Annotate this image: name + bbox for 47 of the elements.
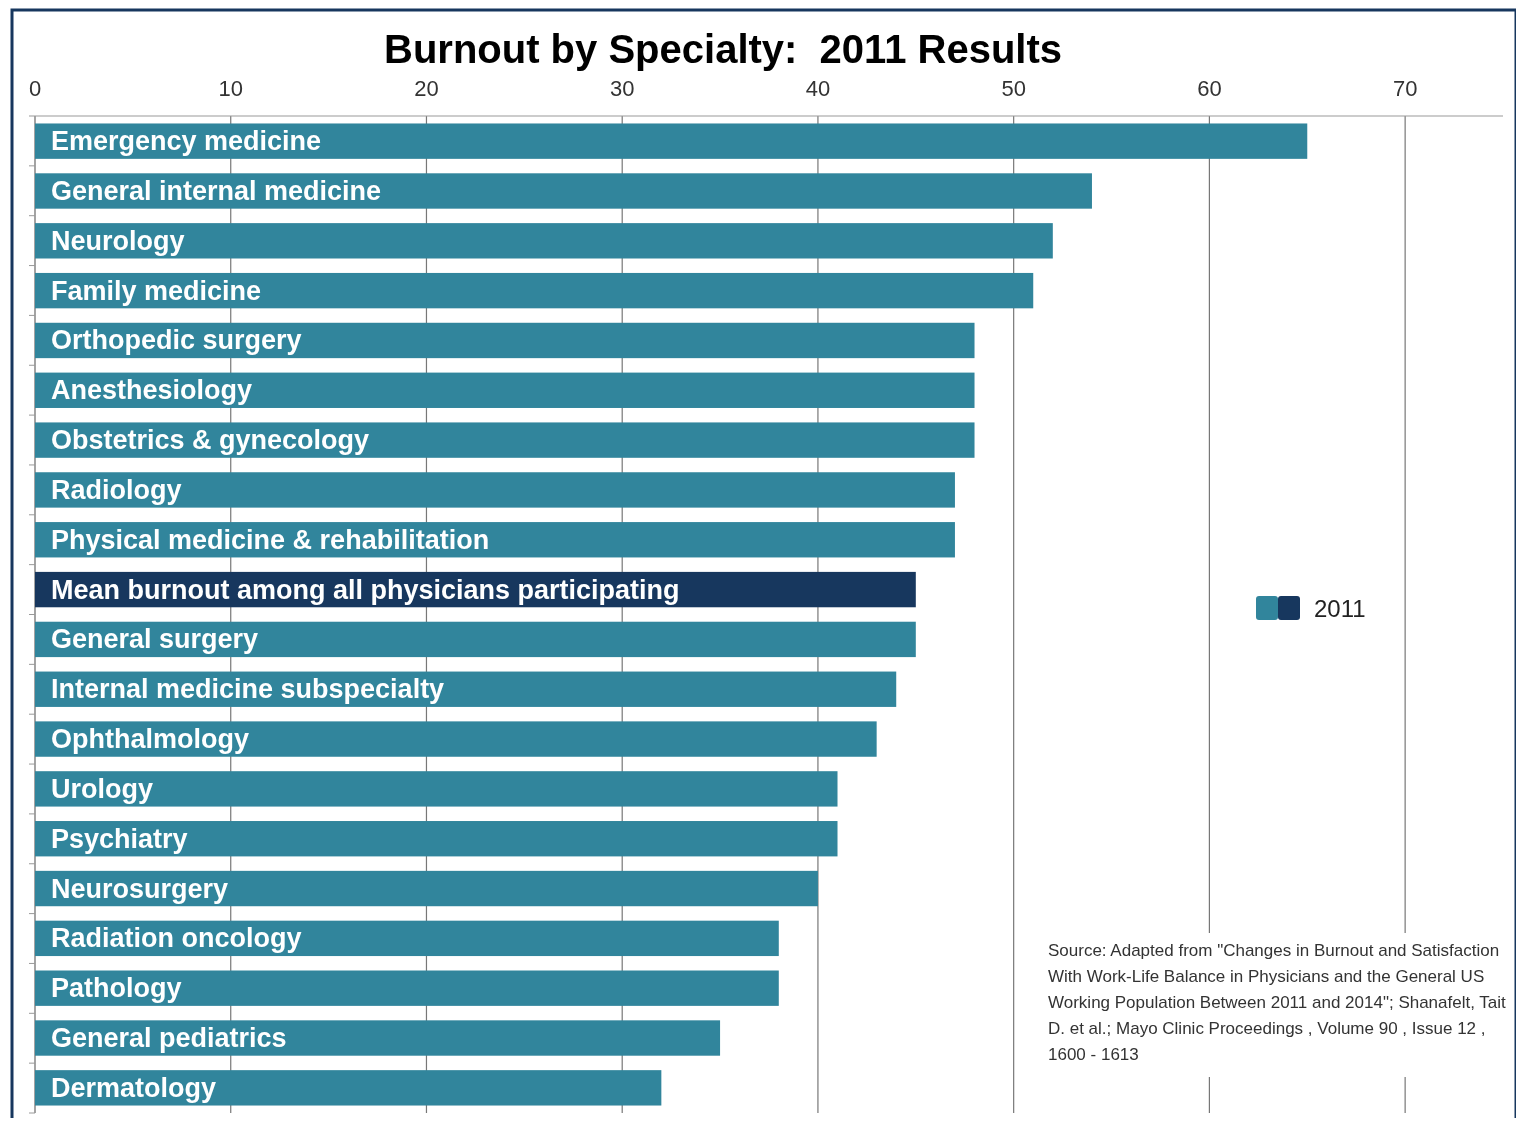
bar: [35, 422, 975, 458]
bar: [35, 372, 975, 408]
y-tick-label: Anesthesiology: [51, 375, 253, 406]
y-tick-label: Obstetrics & gynecology: [51, 425, 370, 456]
y-tick-label: Family medicine: [51, 275, 262, 306]
bar: [35, 821, 838, 857]
legend-label: 2011: [1314, 595, 1366, 622]
x-tick-label: 70: [1392, 76, 1418, 101]
y-tick-label: Emergency medicine: [51, 126, 322, 157]
bar: [35, 870, 818, 907]
y-tick-label: Urology: [51, 773, 154, 804]
x-tick-label: 20: [414, 76, 439, 101]
x-tick-label: 40: [805, 76, 831, 101]
bar: [35, 621, 916, 658]
y-tick-label: General pediatrics: [51, 1023, 287, 1054]
x-tick-label: 60: [1197, 76, 1222, 101]
x-tick-label: 10: [218, 76, 243, 101]
y-tick-label: Internal medicine subspecialty: [51, 674, 445, 705]
bar: [35, 223, 1053, 259]
y-tick-label: Radiology: [51, 474, 182, 505]
y-tick-label: Dermatology: [51, 1072, 217, 1103]
y-tick-label: Physical medicine & rehabilitation: [51, 524, 490, 555]
x-tick-label: 30: [609, 76, 635, 101]
annotation: Source: Adapted from "Changes in Burnout and Satisfaction With Work-Life Balance in Physicians and the General US Working Population Between 2011 and 2014"; Shanafelt, Tait D. et al.; Mayo Clinic Proceedings , Volume 90 , Issue 12 , 1600 - 1613: [1048, 941, 1507, 1064]
x-tick-label: 0: [28, 76, 42, 101]
y-tick-label: Neurosurgery: [51, 873, 229, 904]
y-tick-label: Ophthalmology: [51, 724, 249, 755]
bar: [35, 322, 975, 359]
bar: [35, 272, 1034, 309]
chart-title: Burnout by Specialty: 2011 Results: [384, 27, 1062, 71]
bar: [35, 173, 1092, 209]
bar: [35, 472, 955, 508]
y-tick-label: Mean burnout among all physicians participating: [51, 574, 680, 605]
bar: [35, 721, 877, 757]
bar: [35, 1020, 721, 1056]
bar: [35, 123, 1308, 159]
bar: [35, 1070, 662, 1106]
y-tick-label: Neurology: [51, 225, 185, 256]
y-tick-label: Orthopedic surgery: [51, 325, 302, 356]
bar: [35, 771, 838, 807]
y-tick-label: Psychiatry: [51, 823, 188, 854]
y-tick-label: General surgery: [51, 624, 259, 655]
x-tick-label: 50: [1001, 76, 1026, 101]
y-tick-label: Pathology: [51, 973, 182, 1004]
y-tick-label: Radiation oncology: [51, 923, 302, 954]
bar: [35, 970, 779, 1006]
y-tick-label: General internal medicine: [51, 175, 382, 206]
